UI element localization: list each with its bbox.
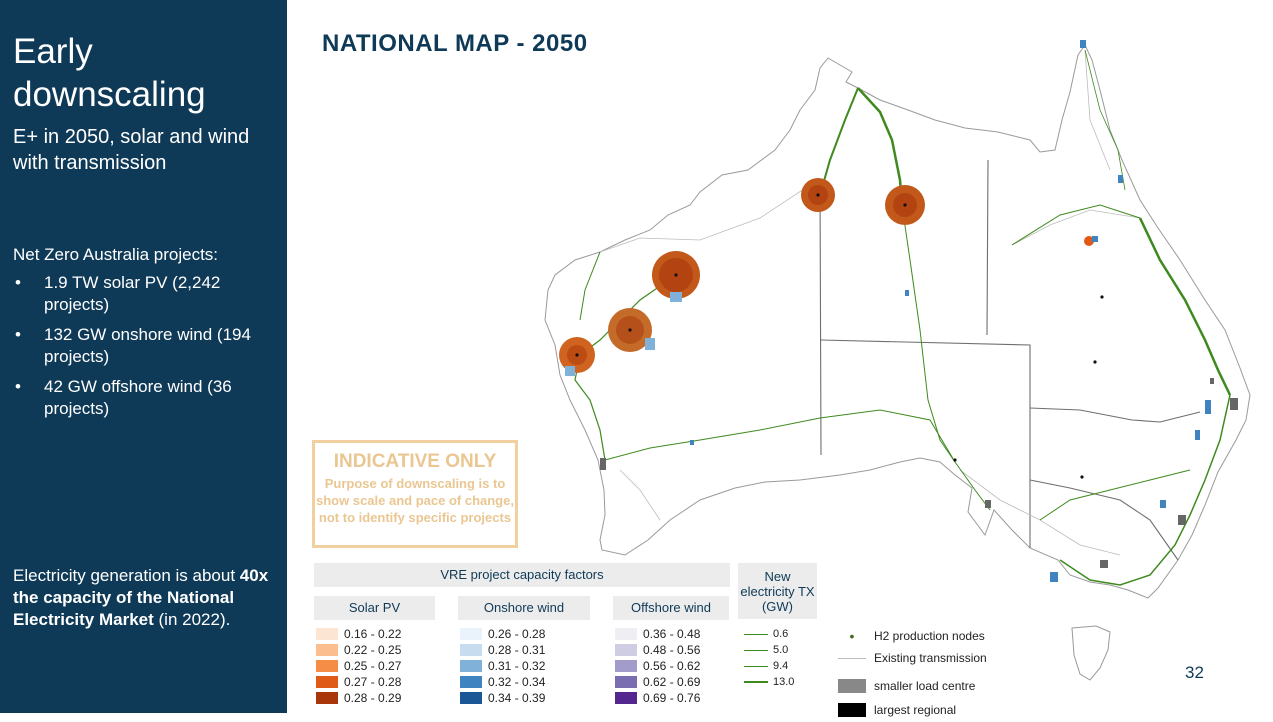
swatch (460, 692, 482, 704)
legend-row: 9.4 (744, 658, 794, 674)
list-item: • 1.9 TW solar PV (2,242 projects) (15, 273, 221, 314)
load-centres (600, 378, 1238, 568)
legend-row: 0.32 - 0.34 (460, 674, 545, 690)
legend-offshore-title: Offshore wind (613, 596, 729, 620)
legend-row: smaller load centre (838, 674, 987, 698)
existing-line-icon (838, 657, 866, 659)
tx-line-swatch (744, 649, 768, 651)
indicative-notice: INDICATIVE ONLY Purpose of downscaling i… (312, 440, 518, 548)
coastal-wind (690, 40, 1211, 582)
legend-solar-items: 0.16 - 0.22 0.22 - 0.25 0.25 - 0.27 0.27… (316, 626, 401, 706)
legend-row: 0.22 - 0.25 (316, 642, 401, 658)
swatch (316, 692, 338, 704)
tx-line-swatch (744, 681, 768, 683)
legend-row: Existing transmission (838, 648, 987, 668)
swatch (316, 628, 338, 640)
list-item: • 132 GW onshore wind (194 projects) (15, 325, 251, 366)
swatch (460, 676, 482, 688)
australia-map (544, 40, 1251, 681)
legend-row: 0.31 - 0.32 (460, 658, 545, 674)
swatch (615, 676, 637, 688)
bullet-icon: • (15, 325, 21, 344)
swatch (316, 644, 338, 656)
legend-offshore-items: 0.36 - 0.48 0.48 - 0.56 0.56 - 0.62 0.62… (615, 626, 700, 706)
legend-row: 0.48 - 0.56 (615, 642, 700, 658)
tasmania-outline (1071, 625, 1111, 681)
swatch (316, 660, 338, 672)
smaller-load-icon (838, 679, 866, 693)
solar-cluster-qld (1084, 236, 1098, 246)
legend-row: 0.6 (744, 626, 794, 642)
legend-row: largest regional (838, 698, 987, 722)
legend-row: 0.25 - 0.27 (316, 658, 401, 674)
legend-row: 0.16 - 0.22 (316, 626, 401, 642)
tx-line-swatch (744, 633, 768, 635)
slide-heading: Early downscaling (13, 32, 206, 114)
indicative-text: Purpose of downscaling is to show scale … (316, 476, 514, 525)
swatch (615, 644, 637, 656)
legend-row: 5.0 (744, 642, 794, 658)
legend-row: 0.36 - 0.48 (615, 626, 700, 642)
swatch (460, 628, 482, 640)
legend-tx-items: 0.6 5.0 9.4 13.0 (744, 626, 794, 690)
legend-onshore-items: 0.26 - 0.28 0.28 - 0.31 0.31 - 0.32 0.32… (460, 626, 545, 706)
slide-subtitle: E+ in 2050, solar and wind with transmis… (13, 126, 250, 174)
mainland-outline (544, 44, 1251, 599)
indicative-heading: INDICATIVE ONLY (333, 451, 497, 472)
legend-vre-title: VRE project capacity factors (314, 563, 730, 587)
legend-row: 0.27 - 0.28 (316, 674, 401, 690)
projects-list: • 1.9 TW solar PV (2,242 projects) • 132 G… (13, 272, 278, 428)
legend-row: • H2 production nodes (838, 624, 987, 648)
legend-row: 0.28 - 0.31 (460, 642, 545, 658)
page-number: 32 (1185, 663, 1204, 682)
tx-line-swatch (744, 665, 768, 667)
legend-tx-title: New electricity TX (GW) (738, 563, 817, 619)
legend-solar-title: Solar PV (314, 596, 435, 620)
legend-row: 0.26 - 0.28 (460, 626, 545, 642)
largest-regional-icon (838, 703, 866, 717)
legend-other: • H2 production nodes Existing transmissi… (838, 624, 987, 722)
legend-onshore-title: Onshore wind (458, 596, 590, 620)
swatch (615, 660, 637, 672)
swatch (460, 644, 482, 656)
h2-nodes (575, 193, 1104, 479)
swatch (460, 660, 482, 672)
legend-row: 13.0 (744, 674, 794, 690)
bullet-icon: • (15, 377, 21, 396)
legend-row: 0.34 - 0.39 (460, 690, 545, 706)
page-title: NATIONAL MAP - 2050 (322, 30, 588, 57)
swatch (615, 628, 637, 640)
state-borders (819, 159, 1201, 561)
legend-row: 0.62 - 0.69 (615, 674, 700, 690)
swatch (316, 676, 338, 688)
legend-row: 0.28 - 0.29 (316, 690, 401, 706)
sidebar-panel: Early downscaling E+ in 2050, solar and … (0, 0, 287, 713)
list-item: • 42 GW offshore wind (36 projects) (15, 377, 232, 418)
projects-heading: Net Zero Australia projects: (13, 245, 219, 264)
electricity-note: Electricity generation is about 40x the … (13, 566, 269, 629)
bullet-icon: • (15, 273, 21, 292)
legend-row: 0.56 - 0.62 (615, 658, 700, 674)
legend-row: 0.69 - 0.76 (615, 690, 700, 706)
h2-node-icon: • (849, 628, 855, 644)
swatch (615, 692, 637, 704)
